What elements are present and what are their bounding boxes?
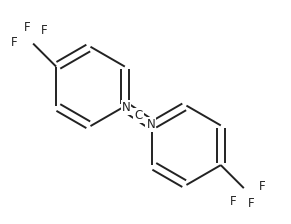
Text: F: F xyxy=(23,21,30,34)
Text: F: F xyxy=(41,24,48,37)
Text: N: N xyxy=(146,118,155,131)
Text: C: C xyxy=(134,109,143,122)
Text: F: F xyxy=(230,195,236,208)
Text: N: N xyxy=(122,101,130,114)
Text: F: F xyxy=(248,198,255,211)
Text: F: F xyxy=(259,180,266,193)
Text: F: F xyxy=(10,36,17,49)
